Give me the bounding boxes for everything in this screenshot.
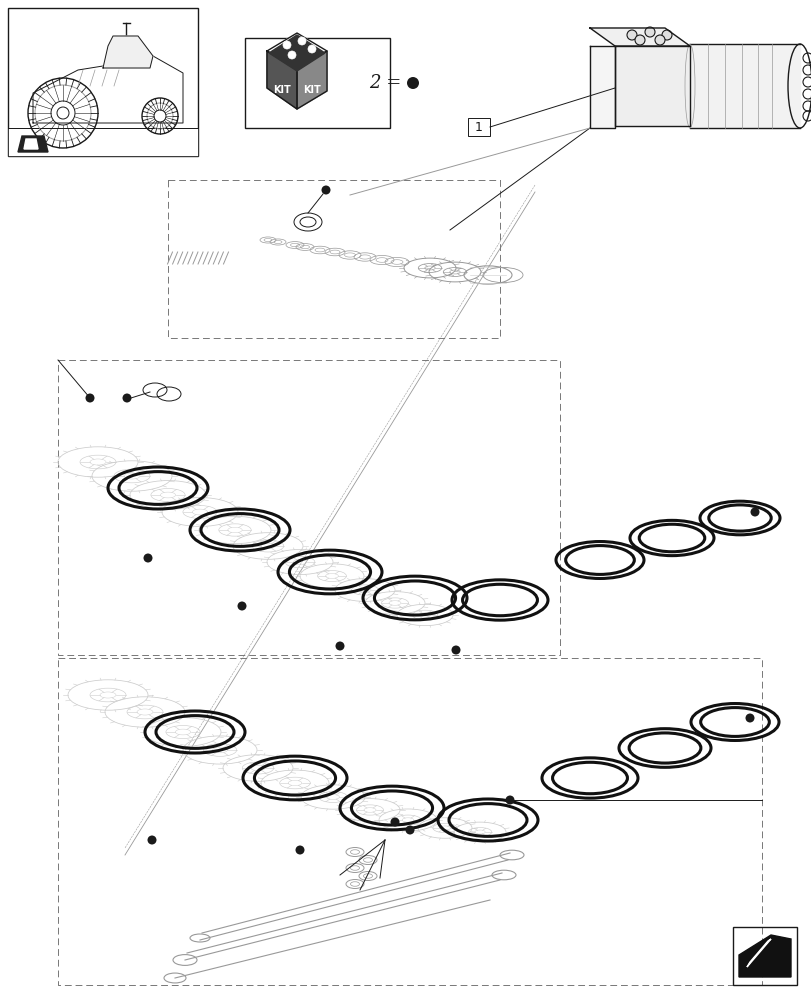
Polygon shape: [614, 46, 689, 126]
Circle shape: [405, 825, 414, 834]
Circle shape: [451, 646, 460, 654]
Polygon shape: [297, 51, 327, 109]
Polygon shape: [267, 33, 327, 69]
Text: KIT: KIT: [272, 85, 290, 95]
Circle shape: [634, 35, 644, 45]
Bar: [8, 8, 198, 156]
Circle shape: [335, 642, 344, 650]
Polygon shape: [267, 51, 297, 109]
Circle shape: [661, 30, 672, 40]
Polygon shape: [746, 939, 770, 967]
Circle shape: [626, 30, 636, 40]
Circle shape: [654, 35, 664, 45]
Circle shape: [321, 186, 330, 195]
Polygon shape: [268, 35, 324, 71]
Text: KIT: KIT: [303, 85, 320, 95]
Circle shape: [298, 37, 306, 45]
Text: 2 =: 2 =: [368, 74, 401, 92]
Circle shape: [744, 714, 753, 722]
Circle shape: [406, 77, 418, 89]
Circle shape: [283, 41, 290, 49]
Circle shape: [749, 508, 758, 516]
Polygon shape: [18, 136, 48, 152]
Bar: [732, 927, 796, 985]
Circle shape: [122, 393, 131, 402]
Circle shape: [85, 393, 94, 402]
Circle shape: [237, 601, 247, 610]
Circle shape: [307, 45, 315, 53]
Bar: [245, 38, 389, 128]
Text: 1: 1: [474, 121, 483, 134]
Circle shape: [288, 51, 296, 59]
Circle shape: [505, 795, 514, 804]
Polygon shape: [689, 44, 799, 128]
Polygon shape: [33, 56, 182, 123]
Polygon shape: [738, 935, 790, 977]
Circle shape: [148, 835, 157, 844]
Circle shape: [144, 554, 152, 562]
Polygon shape: [103, 36, 152, 68]
Bar: [8, 128, 198, 156]
Polygon shape: [590, 28, 689, 46]
Circle shape: [295, 845, 304, 854]
Bar: [467, 118, 489, 136]
Circle shape: [390, 817, 399, 826]
Circle shape: [644, 27, 654, 37]
Polygon shape: [24, 139, 38, 149]
Polygon shape: [590, 46, 614, 128]
